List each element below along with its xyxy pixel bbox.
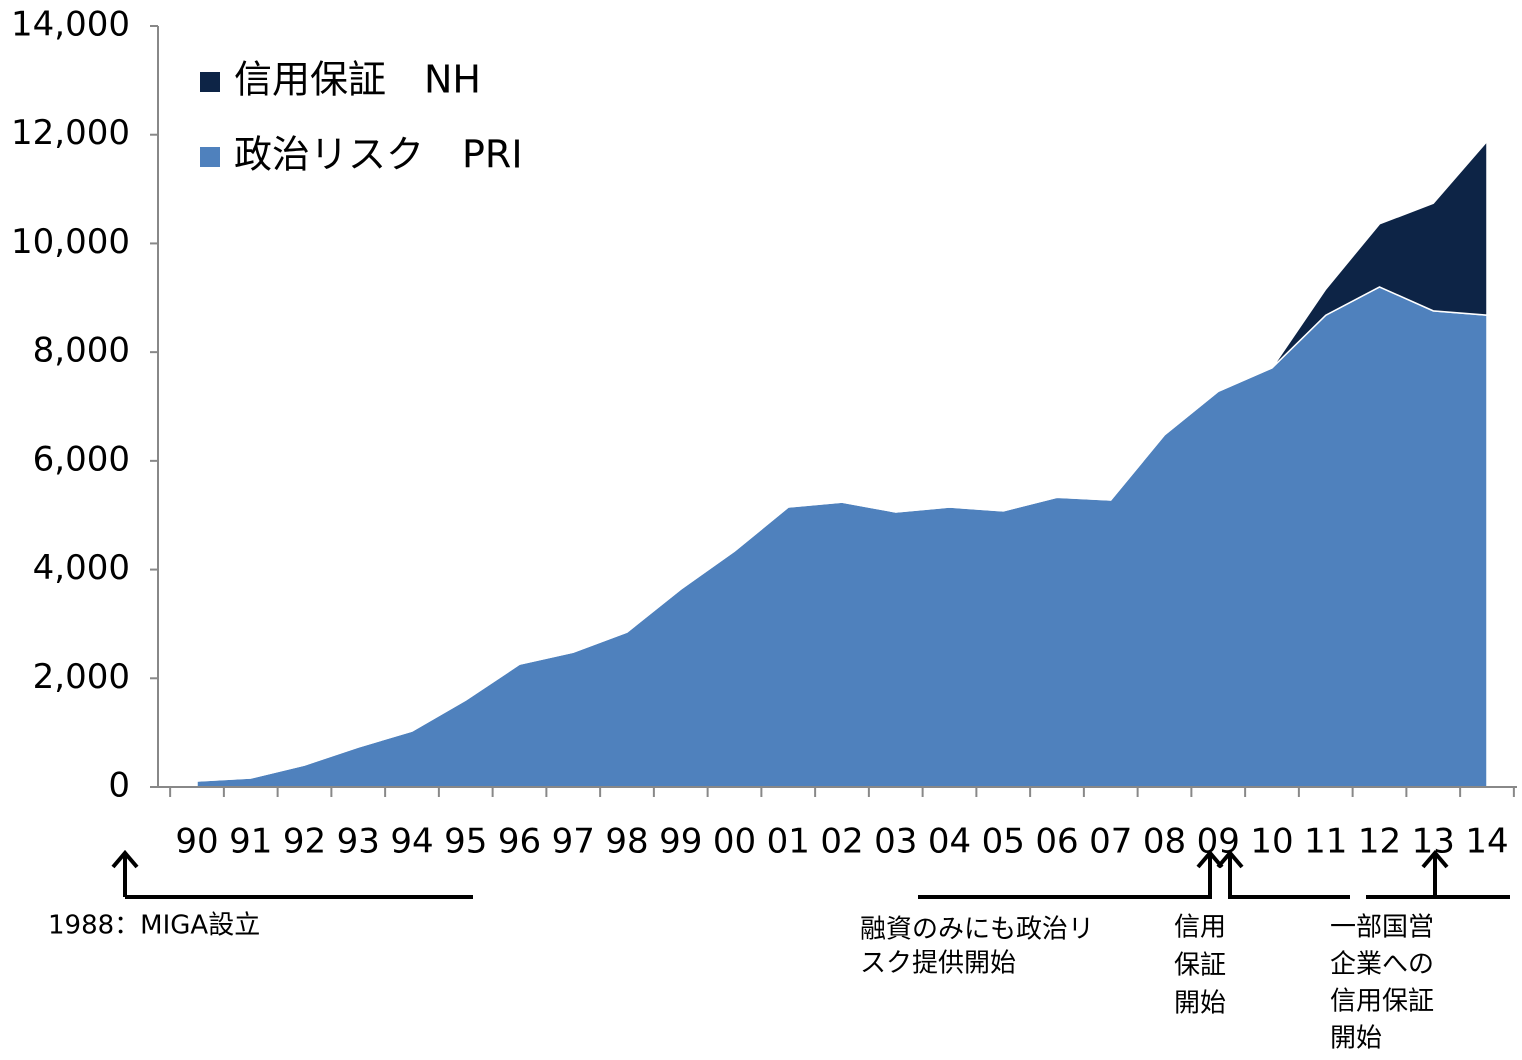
annotation: 融資のみにも政治リ	[860, 915, 1094, 945]
x-tick-label: 05	[982, 822, 1025, 862]
x-tick-label: 06	[1035, 822, 1078, 862]
x-tick-label: 98	[605, 822, 648, 862]
y-tick-label: 0	[108, 766, 130, 806]
x-tick-label: 13	[1412, 822, 1455, 862]
annotation: 一部国営	[1330, 913, 1434, 943]
annotation: スク提供開始	[860, 949, 1016, 979]
x-tick-label: 02	[820, 822, 863, 862]
x-tick-label: 14	[1465, 822, 1508, 862]
legend-swatch	[200, 72, 220, 92]
annotation-arrows	[111, 849, 1510, 899]
x-tick-label: 90	[175, 822, 218, 862]
x-tick-label: 04	[928, 822, 971, 862]
x-tick-label: 01	[767, 822, 810, 862]
y-tick-label: 6,000	[33, 439, 130, 479]
area	[196, 286, 1488, 788]
x-tick-label: 96	[498, 822, 541, 862]
annotation: 開始	[1174, 989, 1226, 1019]
x-tick-label: 07	[1089, 822, 1132, 862]
x-tick-label: 97	[552, 822, 595, 862]
x-tick-label: 91	[229, 822, 272, 862]
annotation: 信用	[1174, 913, 1226, 943]
y-tick-label: 10,000	[11, 222, 130, 262]
x-tick-label: 95	[444, 822, 487, 862]
y-tick-label: 2,000	[33, 657, 130, 697]
annotation: 企業への	[1330, 950, 1434, 980]
x-tick-label: 08	[1143, 822, 1186, 862]
annotation: 開始	[1330, 1024, 1382, 1054]
x-tick-label: 93	[337, 822, 380, 862]
annotation: 1988：MIGA設立	[48, 911, 260, 941]
x-tick-label: 00	[713, 822, 756, 862]
x-tick-label: 11	[1304, 822, 1347, 862]
x-tick-label: 99	[659, 822, 702, 862]
y-tick-label: 14,000	[11, 5, 130, 45]
y-tick-label: 8,000	[33, 331, 130, 371]
x-tick-label: 94	[390, 822, 433, 862]
legend-swatch	[200, 147, 220, 167]
x-tick-label: 10	[1250, 822, 1293, 862]
x-tick-label: 92	[283, 822, 326, 862]
y-tick-label: 4,000	[33, 548, 130, 588]
x-tick-label: 12	[1358, 822, 1401, 862]
x-tick-label: 03	[874, 822, 917, 862]
area	[196, 139, 1488, 782]
legend-label: 信用保証 NH	[234, 58, 481, 102]
annotation: 保証	[1174, 951, 1226, 981]
legend-label: 政治リスク PRI	[234, 133, 523, 177]
y-tick-label: 12,000	[11, 113, 130, 153]
annotation: 信用保証	[1330, 987, 1434, 1017]
x-tick-label: 09	[1197, 822, 1240, 862]
